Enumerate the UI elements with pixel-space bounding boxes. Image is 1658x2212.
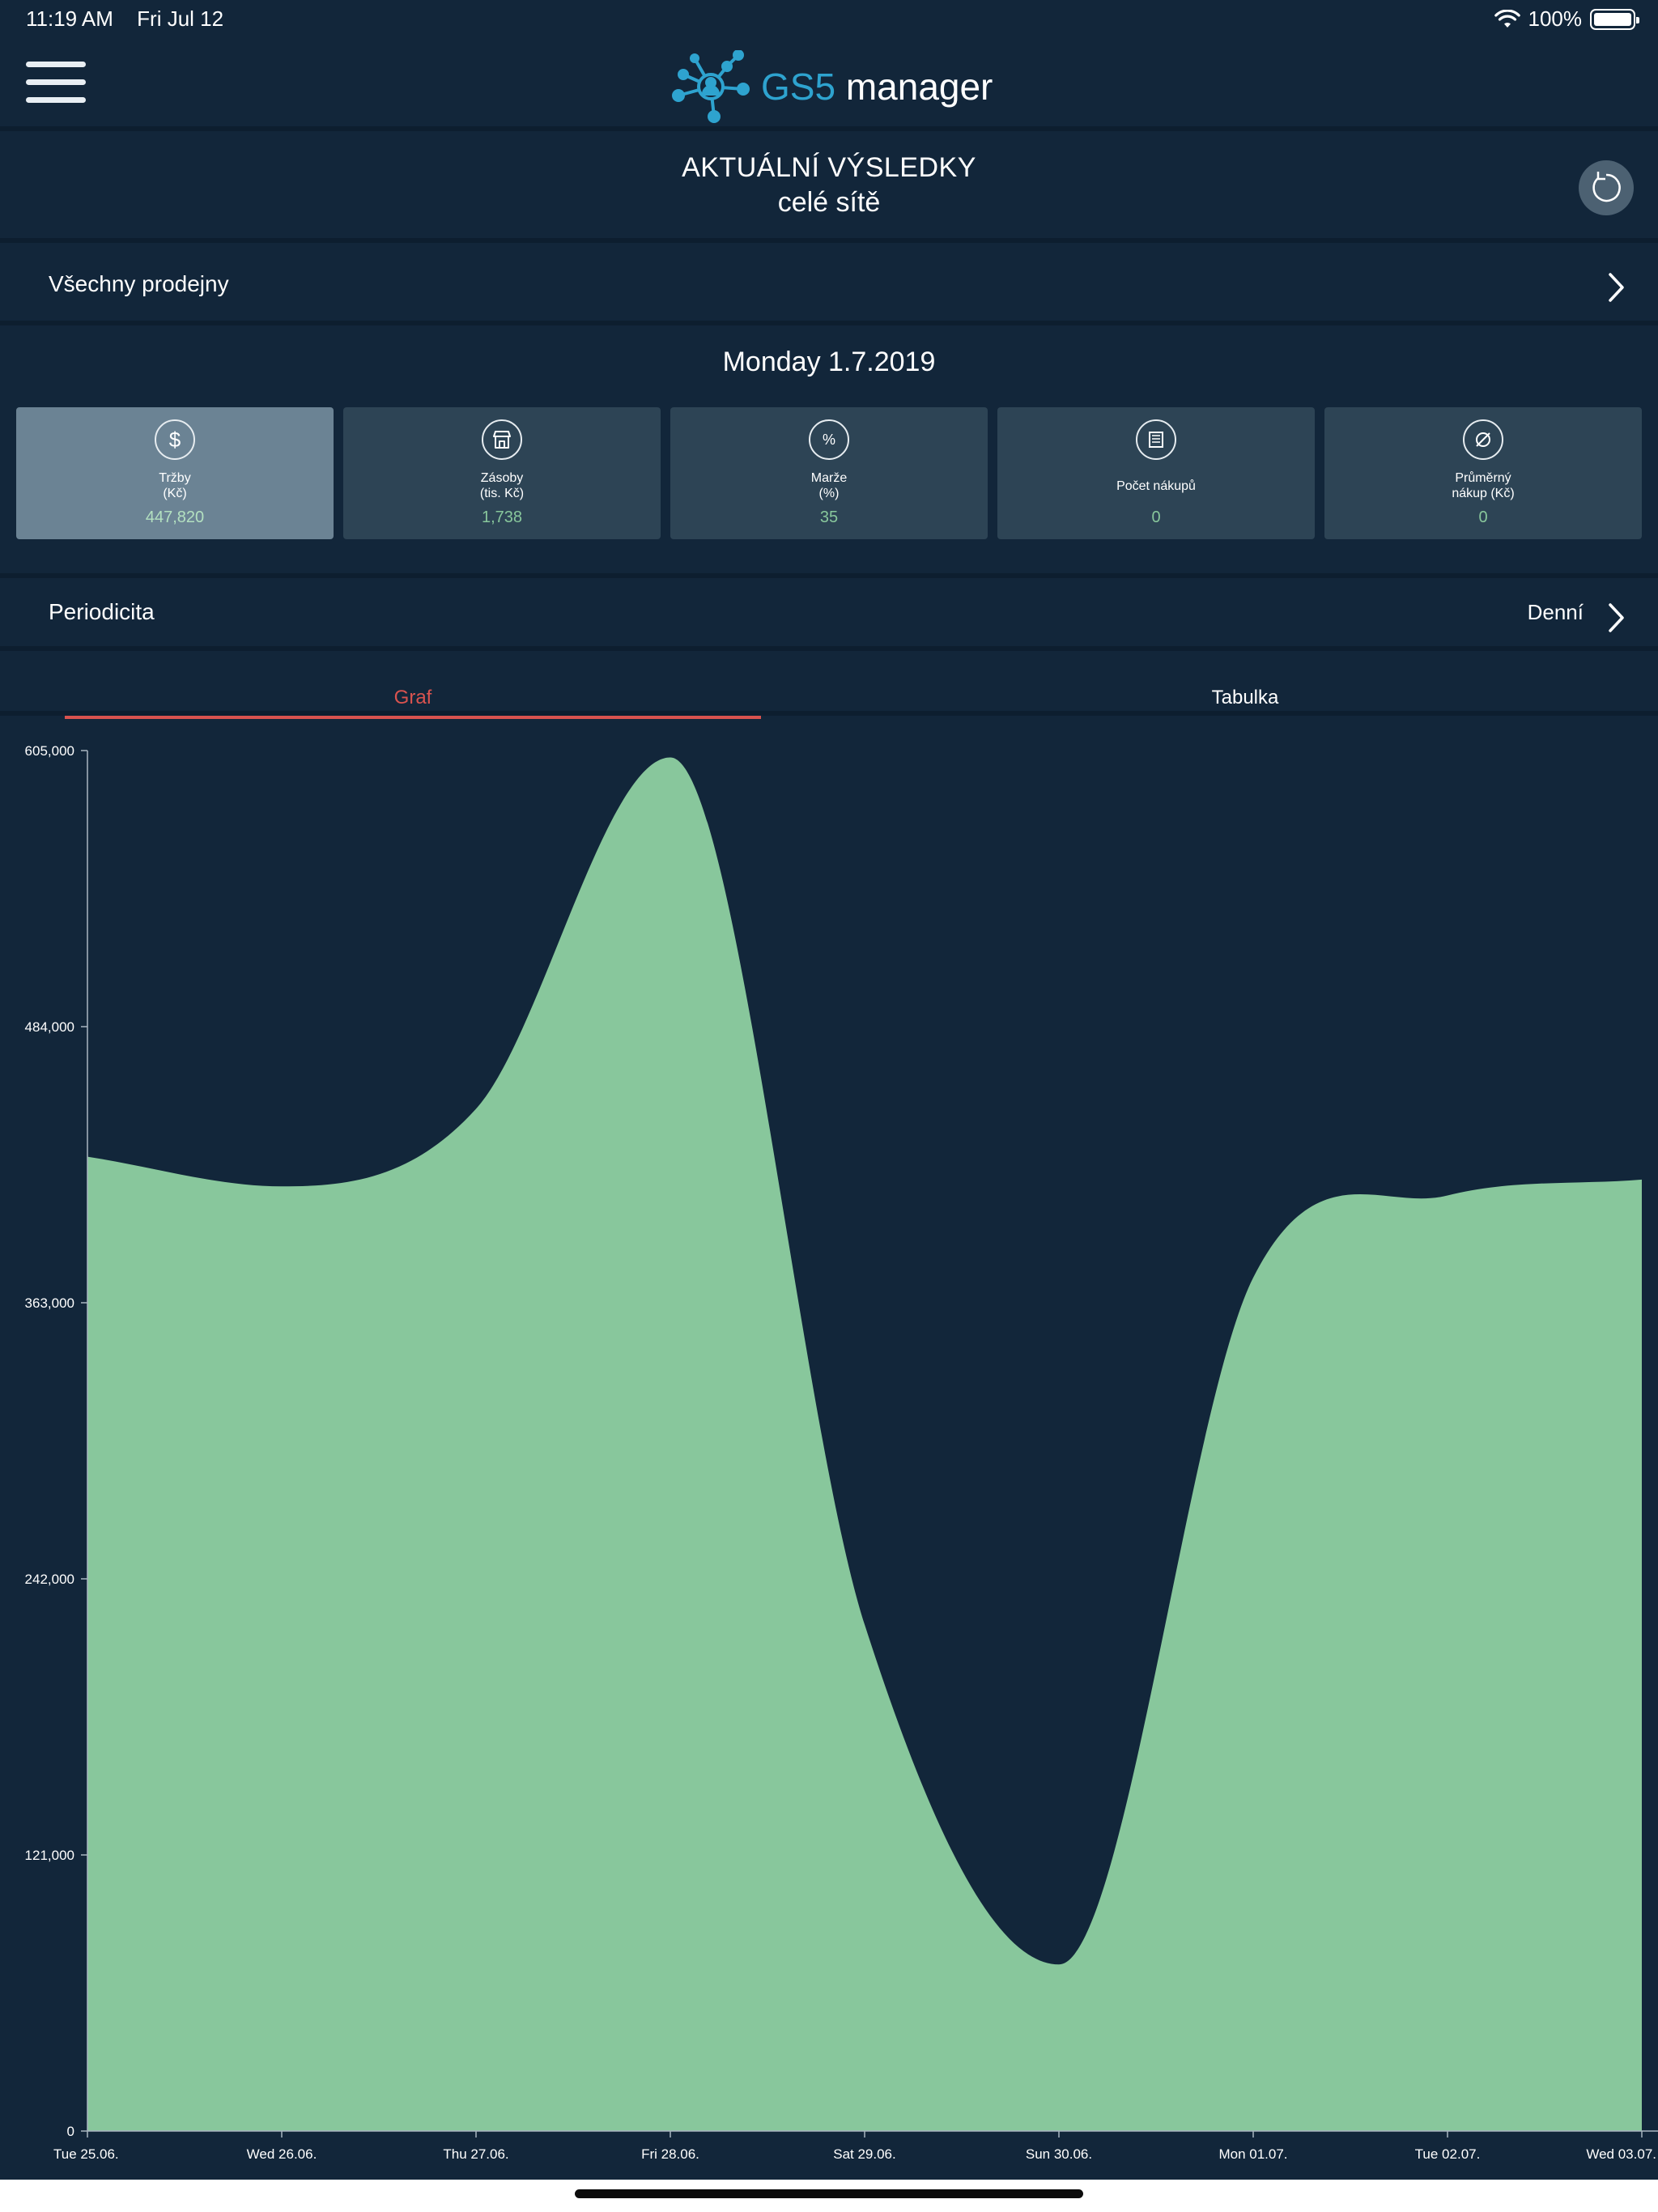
app-logo: GS5 manager xyxy=(672,50,993,123)
metric-value: 447,820 xyxy=(145,508,205,526)
revenue-area-series xyxy=(87,757,1642,2131)
metric-value: 1,738 xyxy=(481,508,523,526)
metric-label: Tržby (Kč) xyxy=(159,471,191,500)
app-title: GS5 manager xyxy=(761,65,993,108)
page-subtitle: celé sítě xyxy=(777,187,881,218)
x-tick-label: Tue 02.07. xyxy=(1415,2146,1481,2162)
status-bar: 11:19 AM Fri Jul 12 100% xyxy=(0,0,1658,39)
x-tick-label: Wed 26.06. xyxy=(247,2146,317,2162)
network-logo-icon xyxy=(672,50,750,123)
status-time: 11:19 AM xyxy=(26,6,113,31)
y-tick-label: 242,000 xyxy=(25,1572,74,1587)
tab-graph[interactable]: Graf xyxy=(393,687,432,708)
y-tick-label: 484,000 xyxy=(25,1019,74,1035)
tabs-divider xyxy=(0,711,1658,716)
page-title: AKTUÁLNÍ VÝSLEDKY xyxy=(682,152,976,183)
results-header: AKTUÁLNÍ VÝSLEDKY celé sítě xyxy=(0,136,1658,243)
wifi-icon xyxy=(1494,9,1520,28)
svg-text:%: % xyxy=(823,432,835,448)
tab-table[interactable]: Tabulka xyxy=(1211,687,1279,708)
home-indicator[interactable] xyxy=(575,2189,1083,2198)
metric-card-margin[interactable]: % Marže (%) 35 xyxy=(670,407,988,539)
menu-icon[interactable] xyxy=(26,62,86,108)
battery-icon xyxy=(1590,8,1639,30)
metric-card-revenue[interactable]: $ Tržby (Kč) 447,820 xyxy=(16,407,334,539)
metric-label: Počet nákupů xyxy=(1116,479,1196,493)
x-tick-label: Tue 25.06. xyxy=(53,2146,119,2162)
metric-card-stock[interactable]: Zásoby (tis. Kč) 1,738 xyxy=(343,407,661,539)
revenue-area-chart: 0 121,000 242,000 363,000 484,000 605,000 Tue … xyxy=(25,743,1658,2162)
x-tick-label: Wed 03.07. xyxy=(1586,2146,1656,2162)
battery-percent: 100% xyxy=(1528,6,1583,31)
dollar-icon: $ xyxy=(155,419,195,460)
y-tick-label: 363,000 xyxy=(25,1295,74,1311)
metric-value: 0 xyxy=(1478,508,1488,526)
metric-value: 35 xyxy=(819,508,839,526)
selected-date: Monday 1.7.2019 xyxy=(722,347,936,377)
metric-label: Zásoby (tis. Kč) xyxy=(479,471,525,500)
home-bar xyxy=(0,2180,1658,2212)
metric-label: Průměrný nákup (Kč) xyxy=(1452,471,1515,500)
status-date: Fri Jul 12 xyxy=(137,6,224,31)
y-tick-label: 121,000 xyxy=(25,1848,74,1863)
metric-card-average[interactable]: Průměrný nákup (Kč) 0 xyxy=(1324,407,1642,539)
metric-label: Marže (%) xyxy=(810,471,848,500)
svg-text:$: $ xyxy=(169,428,181,452)
x-tick-label: Fri 28.06. xyxy=(641,2146,699,2162)
metric-value: 0 xyxy=(1151,508,1161,526)
chevron-right-icon xyxy=(1609,603,1624,632)
stores-label: Všechny prodejny xyxy=(49,271,229,296)
x-tick-label: Mon 01.07. xyxy=(1218,2146,1287,2162)
periodicity-value: Denní xyxy=(1527,599,1584,624)
percent-icon: % xyxy=(809,419,849,460)
refresh-icon xyxy=(1592,172,1621,202)
chevron-right-icon xyxy=(1609,273,1624,302)
store-icon xyxy=(482,419,522,460)
status-time-date: 11:19 AM Fri Jul 12 xyxy=(26,6,241,32)
x-tick-label: Sat 29.06. xyxy=(833,2146,896,2162)
y-tick-label: 0 xyxy=(67,2124,74,2139)
periodicity-label: Periodicita xyxy=(49,599,155,624)
x-tick-label: Thu 27.06. xyxy=(443,2146,508,2162)
navigation-bar: GS5 manager xyxy=(0,39,1658,131)
x-tick-label: Sun 30.06. xyxy=(1026,2146,1092,2162)
periodicity-selector[interactable]: Periodicita Denní xyxy=(0,573,1658,651)
register-icon xyxy=(1136,419,1176,460)
view-tabs: Graf Tabulka xyxy=(0,680,1658,719)
average-icon xyxy=(1463,419,1503,460)
refresh-button[interactable] xyxy=(1579,160,1634,215)
app-title-manager: manager xyxy=(845,66,993,108)
metric-cards: $ Tržby (Kč) 447,820 Zásoby (tis. Kč) 1,73… xyxy=(16,407,1642,539)
app-title-gs5: GS5 xyxy=(761,66,836,108)
y-tick-label: 605,000 xyxy=(25,743,74,759)
status-indicators: 100% xyxy=(1494,6,1639,32)
stores-selector[interactable]: Všechny prodejny xyxy=(0,248,1658,325)
metric-card-purchases[interactable]: Počet nákupů 0 xyxy=(997,407,1315,539)
active-tab-indicator xyxy=(65,716,761,719)
